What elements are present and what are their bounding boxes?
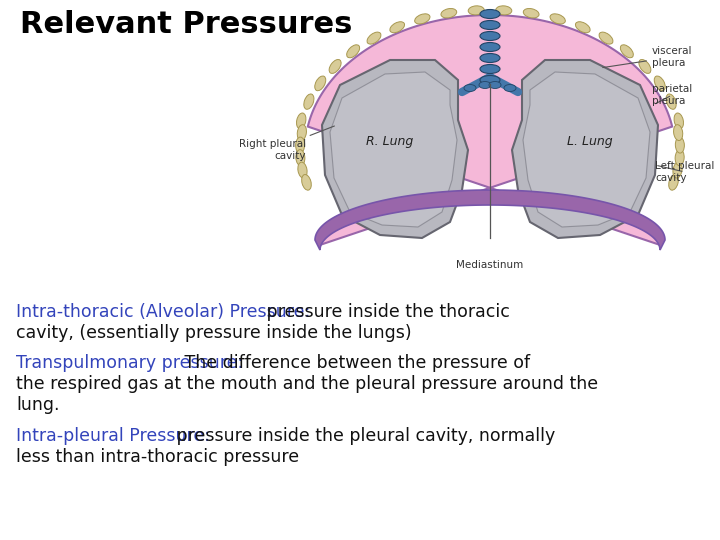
Text: lung.: lung. xyxy=(16,396,60,414)
Text: cavity, (essentially pressure inside the lungs): cavity, (essentially pressure inside the… xyxy=(16,324,412,342)
Ellipse shape xyxy=(441,9,456,18)
Text: Right pleural
cavity: Right pleural cavity xyxy=(239,126,334,161)
Ellipse shape xyxy=(666,94,676,109)
Text: Intra-pleural Pressure:: Intra-pleural Pressure: xyxy=(16,427,210,445)
Text: Left pleural
cavity: Left pleural cavity xyxy=(655,161,714,183)
Text: pressure inside the pleural cavity, normally: pressure inside the pleural cavity, norm… xyxy=(171,427,555,445)
Text: R. Lung: R. Lung xyxy=(366,136,413,148)
Ellipse shape xyxy=(480,76,500,84)
Ellipse shape xyxy=(504,84,516,91)
Ellipse shape xyxy=(575,22,590,33)
Ellipse shape xyxy=(675,137,685,153)
Ellipse shape xyxy=(296,137,305,153)
Text: Relevant Pressures: Relevant Pressures xyxy=(20,10,352,39)
Ellipse shape xyxy=(304,94,314,109)
Ellipse shape xyxy=(297,125,307,140)
Text: pressure inside the thoracic: pressure inside the thoracic xyxy=(261,303,510,321)
Ellipse shape xyxy=(675,150,684,166)
Polygon shape xyxy=(322,60,468,238)
Ellipse shape xyxy=(315,76,325,91)
Ellipse shape xyxy=(346,45,359,58)
Ellipse shape xyxy=(674,113,683,129)
Ellipse shape xyxy=(468,6,484,15)
Polygon shape xyxy=(315,190,665,250)
Ellipse shape xyxy=(297,113,306,129)
Ellipse shape xyxy=(523,9,539,18)
Ellipse shape xyxy=(599,32,613,44)
Text: Mediastinum: Mediastinum xyxy=(456,260,523,270)
Ellipse shape xyxy=(479,82,491,89)
Ellipse shape xyxy=(480,10,500,18)
Ellipse shape xyxy=(298,162,307,178)
Ellipse shape xyxy=(480,21,500,30)
Text: Transpulmonary pressure:: Transpulmonary pressure: xyxy=(16,354,243,372)
Ellipse shape xyxy=(464,84,476,91)
Text: The difference between the pressure of: The difference between the pressure of xyxy=(179,354,530,372)
Ellipse shape xyxy=(489,82,501,89)
Ellipse shape xyxy=(390,22,405,33)
Ellipse shape xyxy=(480,31,500,40)
Ellipse shape xyxy=(480,43,500,51)
Ellipse shape xyxy=(496,6,512,15)
Text: less than intra-thoracic pressure: less than intra-thoracic pressure xyxy=(16,448,299,466)
Text: L. Lung: L. Lung xyxy=(567,136,613,148)
Ellipse shape xyxy=(367,32,381,44)
Ellipse shape xyxy=(480,53,500,63)
Ellipse shape xyxy=(654,76,665,91)
Polygon shape xyxy=(523,72,650,227)
Ellipse shape xyxy=(329,59,341,73)
Ellipse shape xyxy=(673,162,682,178)
Ellipse shape xyxy=(669,174,678,190)
Ellipse shape xyxy=(415,14,430,24)
Polygon shape xyxy=(308,15,672,245)
Ellipse shape xyxy=(639,59,651,73)
Polygon shape xyxy=(330,72,457,227)
Text: Intra-thoracic (Alveolar) Pressure:: Intra-thoracic (Alveolar) Pressure: xyxy=(16,303,310,321)
Text: visceral
pleura: visceral pleura xyxy=(603,46,693,68)
Ellipse shape xyxy=(673,125,683,140)
Ellipse shape xyxy=(302,174,311,190)
Text: the respired gas at the mouth and the pleural pressure around the: the respired gas at the mouth and the pl… xyxy=(16,375,598,393)
Ellipse shape xyxy=(480,64,500,73)
Polygon shape xyxy=(512,60,658,238)
Ellipse shape xyxy=(621,45,634,58)
Ellipse shape xyxy=(550,14,565,24)
Text: parietal
pleura: parietal pleura xyxy=(652,84,692,106)
Ellipse shape xyxy=(296,150,305,166)
